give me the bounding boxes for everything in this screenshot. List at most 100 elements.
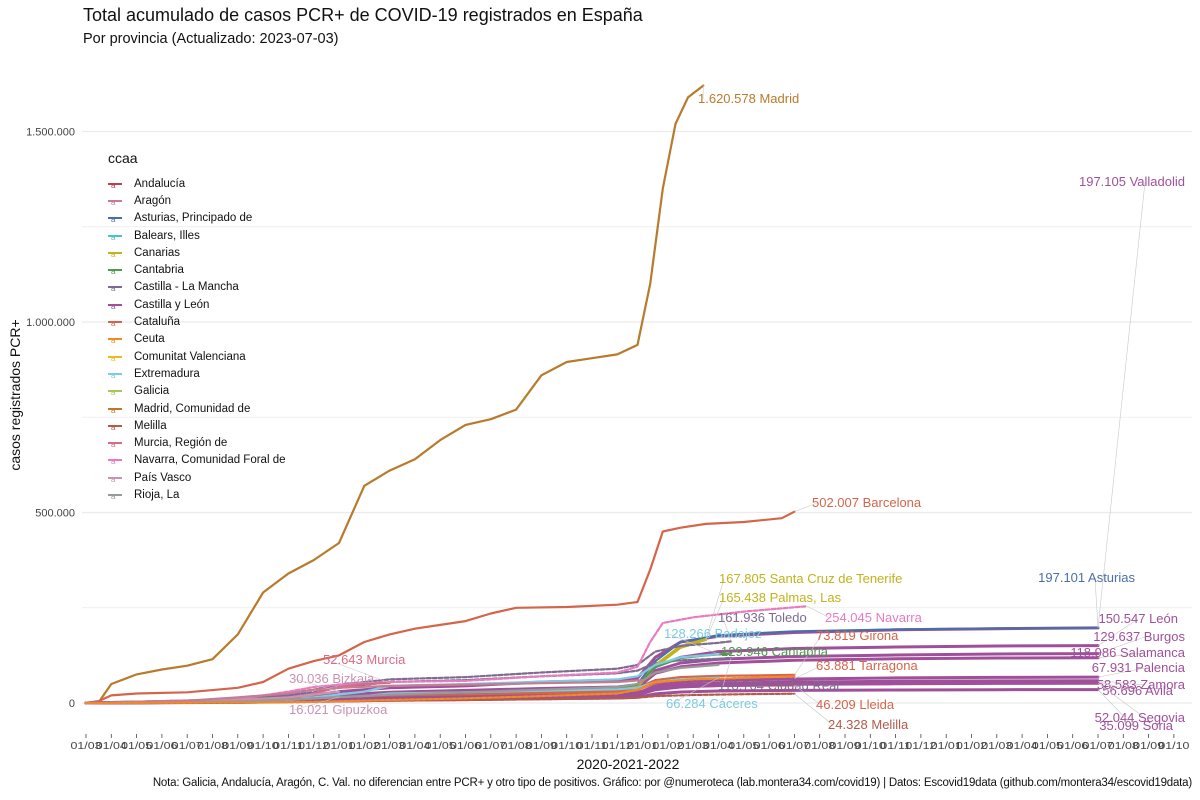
legend-key-icon: a xyxy=(108,334,122,345)
series-line xyxy=(84,84,705,705)
series-label: 73.819 Girona xyxy=(816,628,899,643)
legend-item: a Balears, Illes xyxy=(108,227,286,244)
legend-item: a Navarra, Comunidad Foral de xyxy=(108,452,286,469)
legend-key-icon: a xyxy=(108,231,122,241)
label-leader xyxy=(794,502,818,513)
legend-label: Balears, Illes xyxy=(134,229,200,242)
series-label: 150.547 León xyxy=(1098,611,1178,626)
label-leader xyxy=(293,678,340,692)
legend-label: Navarra, Comunidad Foral de xyxy=(134,454,286,467)
legend-item: a Cataluña xyxy=(108,313,286,330)
legend-label: Murcia, Región de xyxy=(134,437,228,450)
y-tick-label: 1.500.000 xyxy=(26,127,75,139)
x-tick-label: 01/02 xyxy=(956,740,987,752)
legend-key-icon: a xyxy=(108,455,122,466)
legend-item: a Melilla xyxy=(108,417,286,434)
legend-item: a Castilla - La Mancha xyxy=(108,279,286,296)
x-tick-label: 01/12 xyxy=(905,740,936,752)
series-label: 118.704 Ciudad Real xyxy=(718,678,839,693)
legend-key-icon: a xyxy=(108,248,122,258)
chart-subtitle: Por provincia (Actualizado: 2023-07-03) xyxy=(83,31,339,47)
legend-label: País Vasco xyxy=(134,471,192,484)
legend-item: a Murcia, Región de xyxy=(108,434,286,451)
x-tick-label: 01/05 xyxy=(1032,740,1063,752)
series-label: 118.986 Salamanca xyxy=(1070,645,1185,660)
legend-label: Aragón xyxy=(134,194,172,207)
x-tick-label: 01/05 xyxy=(121,740,152,752)
chart-caption: Nota: Galicia, Andalucía, Aragón, C. Val… xyxy=(152,777,1192,789)
y-tick-label: 500.000 xyxy=(35,508,75,520)
legend-items: a Andalucía a Aragón a Asturias, Principado d… xyxy=(108,175,286,504)
legend-item: a Cantabria xyxy=(108,261,286,278)
series-label: 52.643 Murcia xyxy=(323,652,406,667)
x-axis: 01/0301/0401/0501/0601/0701/0801/0901/10… xyxy=(71,734,1190,752)
legend-item: a Madrid, Comunidad de xyxy=(108,400,286,417)
series-label: 35.099 Soria xyxy=(1099,718,1173,733)
series-label: 502.007 Barcelona xyxy=(812,495,922,510)
label-leader xyxy=(1097,682,1146,719)
series-label: 16.021 Gipuzkoa xyxy=(289,702,388,717)
series-label: 58.583 Zamora xyxy=(1097,677,1186,692)
legend-key-icon: a xyxy=(108,265,122,276)
x-tick-label: 01/11 xyxy=(273,740,304,752)
x-tick-label: 01/03 xyxy=(678,740,709,752)
x-tick-label: 01/09 xyxy=(1133,740,1164,752)
x-tick-label: 01/05 xyxy=(728,740,759,752)
label-leader xyxy=(794,665,822,679)
series-label: 197.101 Asturias xyxy=(1038,570,1135,585)
x-tick-label: 01/09 xyxy=(526,740,557,752)
series-label: 56.696 Avila xyxy=(1102,683,1173,698)
y-tick-label: 1.000.000 xyxy=(26,317,75,329)
label-leader xyxy=(794,635,822,676)
label-leader xyxy=(722,617,732,642)
legend-label: Comunitat Valenciana xyxy=(134,350,246,363)
legend-item: a País Vasco xyxy=(108,469,286,486)
label-leader xyxy=(705,578,725,640)
gridlines xyxy=(82,130,1192,704)
chart-title: Total acumulado de casos PCR+ de COVID-1… xyxy=(83,5,643,25)
legend-item: a Aragón xyxy=(108,192,286,209)
x-tick-label: 01/02 xyxy=(349,740,380,752)
series-label: 197.105 Valladolid xyxy=(1079,174,1185,189)
x-tick-label: 01/05 xyxy=(425,740,456,752)
series-label: 167.805 Santa Cruz de Tenerife xyxy=(719,571,902,586)
legend-key-icon: a xyxy=(108,490,122,500)
label-leader xyxy=(670,677,719,705)
series-label: 128.266 Badajoz xyxy=(664,626,762,641)
series-line xyxy=(84,663,720,705)
legend-title: ccaa xyxy=(108,150,138,166)
legend-label: Cantabria xyxy=(134,264,184,277)
x-tick-label: 01/04 xyxy=(96,740,127,752)
series-line xyxy=(84,675,796,705)
legend-key-icon: a xyxy=(108,421,122,431)
label-leader xyxy=(1097,652,1146,658)
x-tick-label: 01/11 xyxy=(577,740,608,752)
series-label: 63.881 Tarragona xyxy=(816,658,918,673)
x-tick-label: 01/12 xyxy=(298,740,329,752)
series-line xyxy=(84,679,644,705)
y-axis: 0 500.000 1.000.000 1.500.000 xyxy=(26,127,75,711)
label-leader xyxy=(1097,680,1146,686)
series-label: 1.620.578 Madrid xyxy=(698,91,799,106)
x-tick-label: 01/04 xyxy=(399,740,430,752)
legend-item: a Asturias, Principado de xyxy=(108,210,286,227)
series-label: 129.637 Burgos xyxy=(1093,629,1185,644)
legend-item: a Andalucía xyxy=(108,175,286,192)
legend-label: Asturias, Principado de xyxy=(134,212,253,225)
x-tick-label: 01/09 xyxy=(222,740,253,752)
x-tick-label: 01/09 xyxy=(830,740,861,752)
label-leader xyxy=(705,597,725,641)
x-tick-label: 01/06 xyxy=(1057,740,1088,752)
legend-label: Canarias xyxy=(134,246,181,259)
x-tick-label: 01/01 xyxy=(931,740,962,752)
label-leader xyxy=(1097,667,1146,678)
label-leader xyxy=(722,657,732,687)
legend-key-icon: a xyxy=(108,179,122,189)
legend-item: a Castilla y León xyxy=(108,296,286,313)
x-tick-label: 01/10 xyxy=(551,740,582,752)
series-label: 30.036 Bizkaia xyxy=(289,671,375,686)
x-tick-label: 01/07 xyxy=(779,740,810,752)
legend-label: Castilla - La Mancha xyxy=(134,281,239,294)
legend-item: a Extremadura xyxy=(108,365,286,382)
